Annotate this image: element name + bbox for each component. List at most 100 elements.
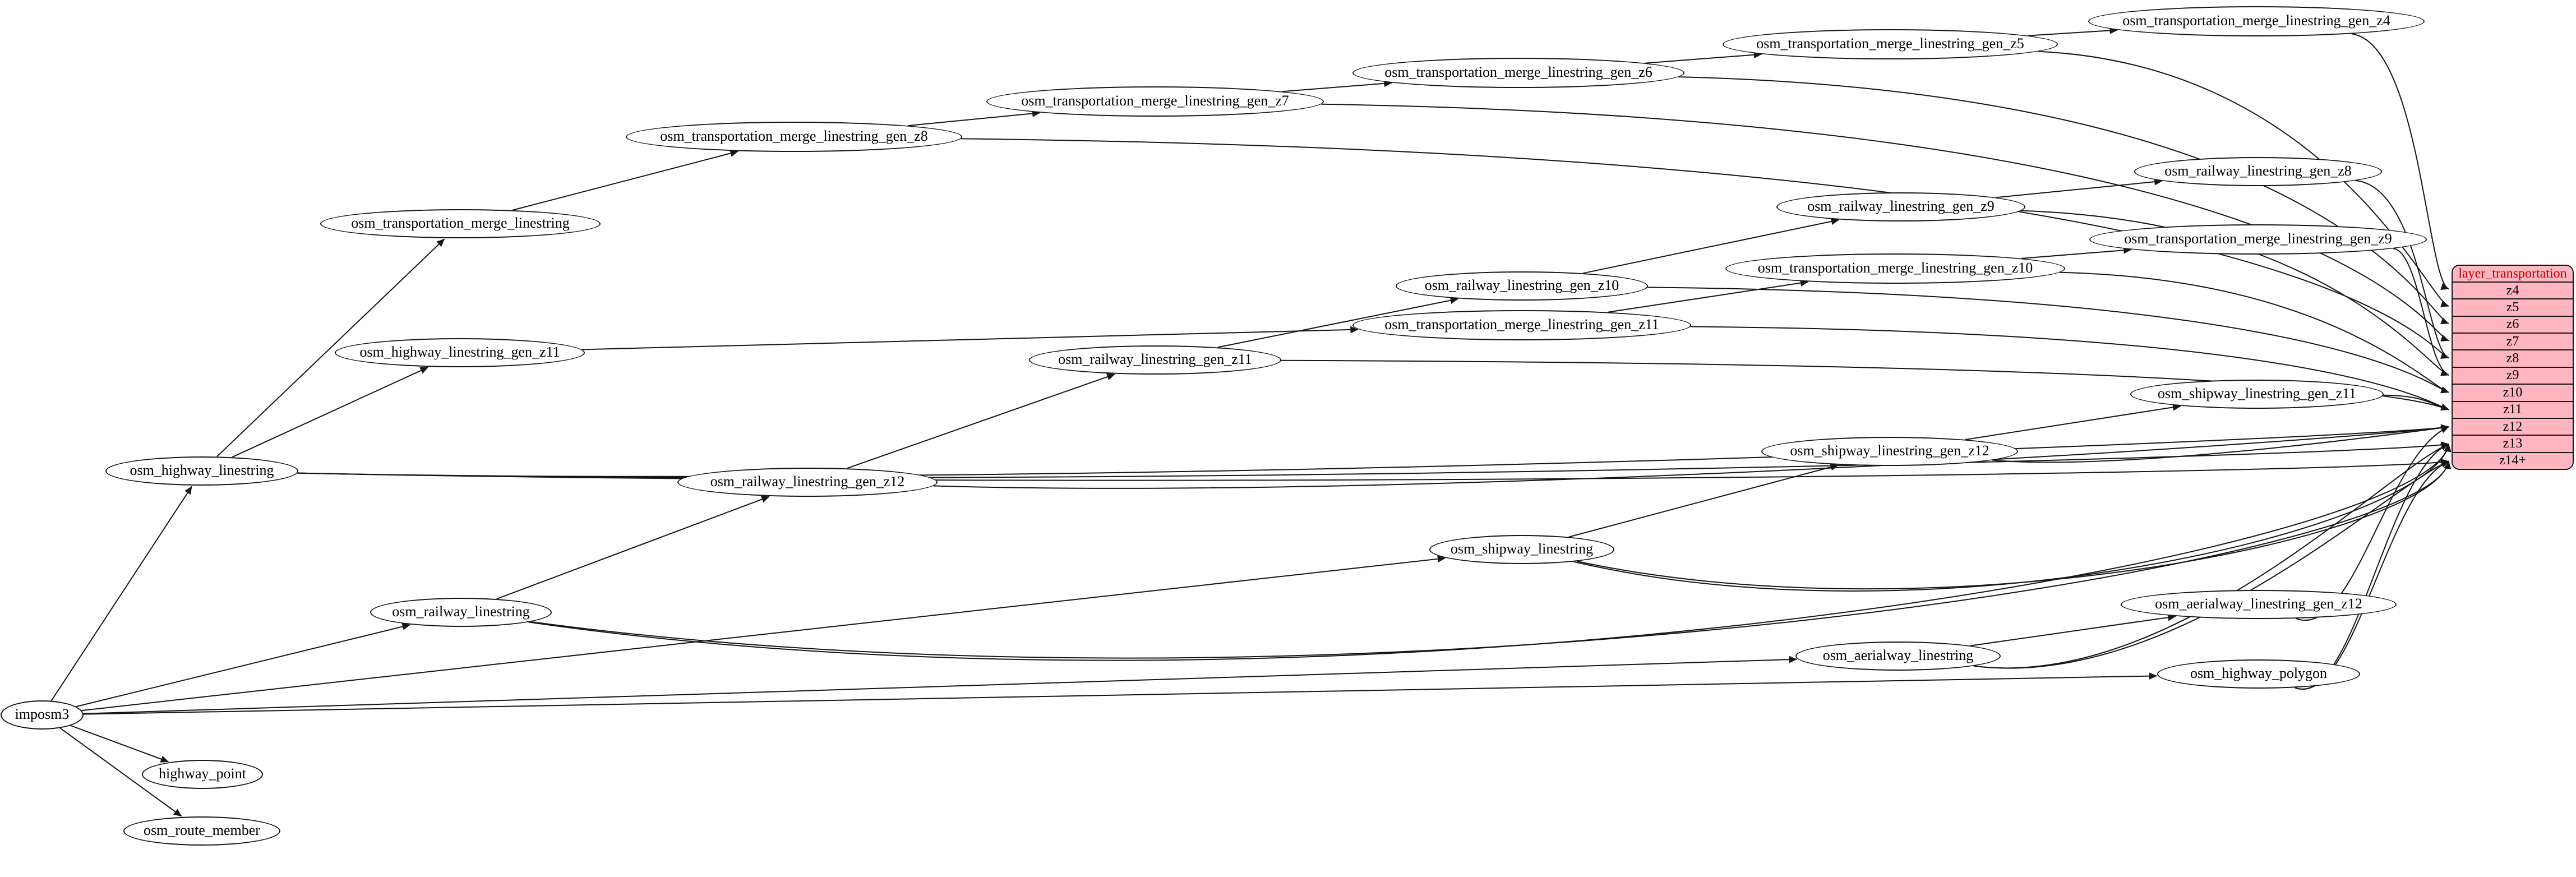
record-row-z11: z11 <box>2453 400 2573 418</box>
edge-osm-railway-linestring-gen-z9-to-z9 <box>2021 210 2449 376</box>
edge-osm-highway-linestring-to-z14plus <box>297 459 2449 481</box>
table-node-osm-route-member: osm_route_member <box>123 816 280 846</box>
edge-osm-highway-linestring-gen-z11-to-osm-transportation-merge-linestring-gen-z11 <box>581 326 1359 350</box>
edge-osm-transportation-merge-linestring-gen-z8-to-osm-transportation-merge-linestring-gen-z7 <box>908 110 1041 127</box>
edge-osm-transportation-merge-linestring-gen-z10-to-z10 <box>2060 271 2449 394</box>
node-label: osm_railway_linestring_gen_z12 <box>710 473 905 490</box>
node-label: osm_railway_linestring <box>392 603 530 620</box>
node-label: osm_shipway_linestring_gen_z11 <box>2157 385 2357 401</box>
table-node-osm-transportation-merge-linestring-gen-z11: osm_transportation_merge_linestring_gen_… <box>1352 310 1691 340</box>
table-node-osm-shipway-linestring-gen-z11: osm_shipway_linestring_gen_z11 <box>2130 380 2384 409</box>
edge-osm-highway-linestring-to-osm-transportation-merge-linestring <box>216 238 445 458</box>
table-node-osm-transportation-merge-linestring-gen-z6: osm_transportation_merge_linestring_gen_… <box>1352 58 1684 88</box>
edge-osm-transportation-merge-linestring-to-osm-transportation-merge-linestring-gen-z8 <box>512 150 738 211</box>
table-node-osm-highway-linestring: osm_highway_linestring <box>105 456 298 486</box>
edge-osm-aerialway-linestring-to-z14plus <box>1973 460 2449 669</box>
edge-osm-highway-linestring-to-osm-highway-linestring-gen-z11 <box>232 367 428 458</box>
edge-osm-railway-linestring-to-z13 <box>528 444 2452 661</box>
table-node-osm-shipway-linestring-gen-z12: osm_shipway_linestring_gen_z12 <box>1761 437 2018 466</box>
table-node-osm-transportation-merge-linestring-gen-z9: osm_transportation_merge_linestring_gen_… <box>2089 224 2427 255</box>
record-row-z13: z13 <box>2453 435 2573 451</box>
edge-osm-shipway-linestring-to-osm-shipway-linestring-gen-z12 <box>1568 463 1839 538</box>
edge-imposm3-to-osm-route-member <box>59 727 182 817</box>
table-node-osm-transportation-merge-linestring-gen-z8: osm_transportation_merge_linestring_gen_… <box>626 122 962 152</box>
table-node-osm-transportation-merge-linestring-gen-z5: osm_transportation_merge_linestring_gen_… <box>1723 29 2058 59</box>
table-node-osm-highway-linestring-gen-z11: osm_highway_linestring_gen_z11 <box>335 338 585 367</box>
edge-osm-railway-linestring-to-osm-railway-linestring-gen-z12 <box>496 496 770 600</box>
record-row-z4: z4 <box>2453 281 2573 298</box>
node-label: osm_shipway_linestring <box>1450 541 1594 557</box>
edge-osm-railway-linestring-gen-z11-to-osm-railway-linestring-gen-z10 <box>1217 297 1458 348</box>
edge-osm-railway-linestring-gen-z10-to-osm-railway-linestring-gen-z9 <box>1582 218 1840 274</box>
node-label: osm_transportation_merge_linestring_gen_… <box>1757 260 2033 276</box>
node-label: osm_transportation_merge_linestring_gen_… <box>1384 316 1659 333</box>
record-row-z12: z12 <box>2453 417 2573 435</box>
table-node-osm-highway-polygon: osm_highway_polygon <box>2157 659 2360 689</box>
record-row-z5: z5 <box>2453 298 2573 315</box>
edge-osm-highway-polygon-to-z14plus <box>2295 460 2449 690</box>
node-label: osm_highway_linestring_gen_z11 <box>359 344 560 360</box>
edge-osm-shipway-linestring-gen-z12-to-osm-shipway-linestring-gen-z11 <box>1965 403 2181 440</box>
node-label: osm_highway_polygon <box>2190 665 2328 681</box>
node-label: osm_railway_linestring_gen_z9 <box>1807 198 1995 214</box>
node-label: osm_transportation_merge_linestring_gen_… <box>1384 64 1652 80</box>
node-label: imposm3 <box>15 706 70 722</box>
node-label: osm_route_member <box>144 822 260 838</box>
table-node-highway-point: highway_point <box>142 760 263 789</box>
node-label: osm_railway_linestring_gen_z8 <box>2164 163 2352 179</box>
record-row-z14plus: z14+ <box>2453 451 2573 469</box>
edge-osm-transportation-merge-linestring-gen-z4-to-z4 <box>2351 33 2449 290</box>
edge-imposm3-to-osm-shipway-linestring <box>81 555 1446 712</box>
node-label: osm_transportation_merge_linestring_gen_… <box>1756 35 2024 52</box>
table-node-osm-railway-linestring: osm_railway_linestring <box>370 598 552 627</box>
node-label: osm_highway_linestring <box>130 462 274 478</box>
edge-osm-railway-linestring-gen-z9-to-osm-railway-linestring-gen-z8 <box>1996 178 2163 199</box>
edge-osm-transportation-merge-linestring-gen-z11-to-osm-transportation-merge-linestring-gen-z10 <box>1608 279 1809 313</box>
edge-osm-railway-linestring-gen-z8-to-z8 <box>2355 180 2449 359</box>
edge-imposm3-to-osm-railway-linestring <box>76 623 411 708</box>
record-row-z8: z8 <box>2453 349 2573 366</box>
node-label: osm_transportation_merge_linestring_gen_… <box>660 128 928 144</box>
edge-osm-transportation-merge-linestring-gen-z7-to-z7 <box>1321 103 2449 341</box>
node-label: osm_railway_linestring_gen_z10 <box>1424 277 1619 293</box>
record-title: layer_transportation <box>2458 266 2567 281</box>
edge-imposm3-to-osm-aerialway-linestring <box>83 656 1798 714</box>
record-row-z7: z7 <box>2453 333 2573 349</box>
node-label: osm_transportation_merge_linestring_gen_… <box>1021 93 1289 109</box>
table-node-osm-aerialway-linestring-gen-z12: osm_aerialway_linestring_gen_z12 <box>2121 590 2397 619</box>
record-row-z10: z10 <box>2453 384 2573 400</box>
table-node-osm-transportation-merge-linestring-gen-z4: osm_transportation_merge_linestring_gen_… <box>2088 6 2425 36</box>
edge-osm-aerialway-linestring-to-z13 <box>1973 443 2449 669</box>
node-label: osm_aerialway_linestring <box>1822 647 1974 663</box>
edge-osm-transportation-merge-linestring-gen-z7-to-osm-transportation-merge-linestring-gen-z6 <box>1282 80 1392 93</box>
edge-osm-transportation-merge-linestring-gen-z5-to-osm-transportation-merge-linestring-gen-z4 <box>2028 27 2118 36</box>
edge-osm-transportation-merge-linestring-gen-z11-to-z11 <box>1690 326 2449 410</box>
table-node-osm-railway-linestring-gen-z11: osm_railway_linestring_gen_z11 <box>1029 345 1281 375</box>
node-label: osm_railway_linestring_gen_z11 <box>1058 351 1252 367</box>
edge-osm-transportation-merge-linestring-gen-z6-to-osm-transportation-merge-linestring-gen-z5 <box>1645 51 1762 64</box>
edge-imposm3-to-osm-highway-polygon <box>83 672 2158 715</box>
table-node-osm-shipway-linestring: osm_shipway_linestring <box>1429 535 1614 564</box>
node-label: osm_transportation_merge_linestring_gen_… <box>2122 12 2390 29</box>
edge-osm-railway-linestring-gen-z12-to-osm-railway-linestring-gen-z11 <box>847 373 1115 469</box>
table-node-imposm3: imposm3 <box>1 700 84 730</box>
edge-osm-shipway-linestring-gen-z11-to-z11 <box>2383 394 2449 410</box>
node-label: osm_aerialway_linestring_gen_z12 <box>2155 596 2362 612</box>
node-label: osm_transportation_merge_linestring_gen_… <box>2124 230 2392 247</box>
table-node-osm-transportation-merge-linestring-gen-z7: osm_transportation_merge_linestring_gen_… <box>986 86 1324 117</box>
edge-osm-transportation-merge-linestring-gen-z9-to-z9 <box>2393 248 2449 376</box>
edge-imposm3-to-osm-highway-linestring <box>50 486 192 701</box>
layer-transportation-record: layer_transportation z4 z5 z6 z7 z8 z9 z10 z11 z… <box>2452 265 2574 470</box>
table-node-osm-transportation-merge-linestring-gen-z10: osm_transportation_merge_linestring_gen_… <box>1725 253 2065 284</box>
edge-osm-highway-linestring-to-z13 <box>297 441 2449 479</box>
table-node-osm-aerialway-linestring: osm_aerialway_linestring <box>1795 641 2001 671</box>
edge-osm-shipway-linestring-gen-z12-to-z12 <box>1992 424 2449 463</box>
edge-osm-railway-linestring-gen-z10-to-z10 <box>1647 287 2449 394</box>
node-label: highway_point <box>159 765 246 782</box>
table-node-osm-railway-linestring-gen-z8: osm_railway_linestring_gen_z8 <box>2134 157 2382 186</box>
node-label: osm_shipway_linestring_gen_z12 <box>1790 442 1989 459</box>
edge-osm-aerialway-linestring-to-osm-aerialway-linestring-gen-z12 <box>1970 613 2176 647</box>
edge-osm-shipway-linestring-to-z14plus <box>1576 460 2451 590</box>
